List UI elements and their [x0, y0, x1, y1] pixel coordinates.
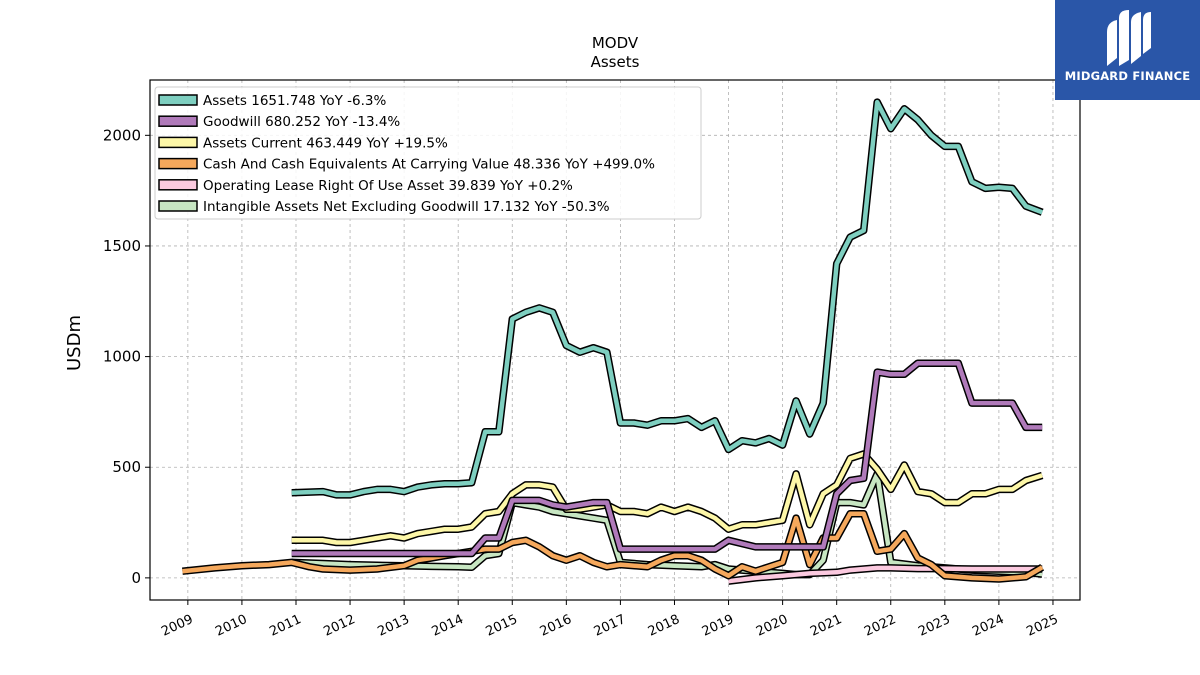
y-tick-label: 1000 — [103, 348, 141, 366]
legend-swatch — [158, 157, 198, 170]
midgard-logo-icon — [1107, 10, 1151, 66]
series-line-goodwill — [291, 360, 1043, 556]
series-line-assets-current — [291, 451, 1043, 545]
legend-swatch — [158, 136, 198, 149]
x-tick-label: 2017 — [592, 612, 628, 640]
x-tick-label: 2010 — [213, 612, 249, 640]
x-tick-label: 2018 — [646, 612, 682, 640]
legend-swatch — [158, 179, 198, 191]
x-tick-label: 2016 — [538, 612, 574, 640]
brand-badge: MIDGARD FINANCE — [1055, 0, 1200, 100]
legend-swatch — [158, 94, 198, 106]
plot-frame — [149, 79, 1081, 601]
y-tick-label: 0 — [131, 569, 141, 587]
y-axis-label: USDm — [64, 315, 85, 371]
x-tick-label: 2024 — [970, 612, 1006, 640]
x-tick-label: 2023 — [916, 612, 952, 640]
x-tick-label: 2020 — [754, 612, 790, 640]
chart-title: MODV — [592, 34, 639, 52]
series-layer — [182, 98, 1045, 585]
x-tick-label: 2012 — [321, 612, 357, 640]
x-tick-label: 2019 — [700, 612, 736, 640]
legend-entry: Goodwill 680.252 YoY -13.4% — [203, 114, 400, 130]
y-axis-ticks: 0 500 1000 1500 2000 — [103, 126, 150, 587]
legend-swatch — [158, 200, 198, 212]
series-line-operating-lease-right-of-use-asset — [728, 565, 1043, 584]
chart-subtitle: Assets — [591, 53, 640, 71]
x-tick-label: 2013 — [375, 612, 411, 640]
legend-box — [154, 86, 702, 220]
x-tick-label: 2011 — [267, 612, 303, 640]
x-tick-label: 2025 — [1024, 612, 1060, 640]
x-tick-label: 2009 — [159, 612, 195, 640]
x-tick-label: 2015 — [484, 612, 520, 640]
x-axis-ticks: 2009 2010 2011 2012 2013 2014 2015 2016 2017 2018… — [159, 600, 1061, 640]
y-tick-label: 2000 — [103, 126, 141, 144]
legend-entry: Intangible Assets Net Excluding Goodwill… — [203, 199, 610, 215]
series-line-cash-and-cash-equivalents-at-carrying-value — [182, 511, 1044, 582]
x-tick-label: 2021 — [808, 612, 844, 640]
legend: Assets 1651.748 YoY -6.3% Goodwill 680.25… — [154, 86, 702, 220]
legend-entry: Assets 1651.748 YoY -6.3% — [203, 93, 387, 109]
legend-entry: Cash And Cash Equivalents At Carrying Va… — [203, 157, 655, 173]
legend-entry: Assets Current 463.449 YoY +19.5% — [203, 135, 448, 151]
series-line-intangible-assets-net-excluding-goodwill — [291, 471, 1043, 577]
brand-name: MIDGARD FINANCE — [1064, 69, 1191, 83]
y-tick-label: 1500 — [103, 237, 141, 255]
x-tick-label: 2022 — [862, 612, 898, 640]
legend-entry: Operating Lease Right Of Use Asset 39.83… — [203, 178, 573, 194]
x-tick-label: 2014 — [430, 612, 466, 640]
y-tick-label: 500 — [112, 458, 141, 476]
series-line-assets — [291, 99, 1043, 498]
legend-swatch — [158, 115, 198, 127]
